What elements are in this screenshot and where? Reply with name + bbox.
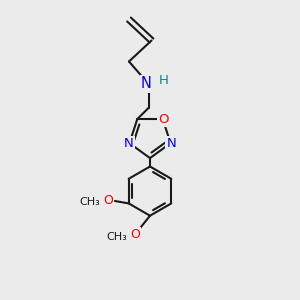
Text: N: N bbox=[141, 76, 152, 92]
Text: O: O bbox=[130, 228, 140, 241]
Text: N: N bbox=[124, 137, 134, 150]
Text: H: H bbox=[159, 74, 169, 87]
Text: CH₃: CH₃ bbox=[79, 197, 100, 208]
Text: O: O bbox=[158, 112, 169, 125]
Text: N: N bbox=[166, 137, 176, 150]
Text: CH₃: CH₃ bbox=[106, 232, 127, 242]
Text: O: O bbox=[103, 194, 113, 208]
